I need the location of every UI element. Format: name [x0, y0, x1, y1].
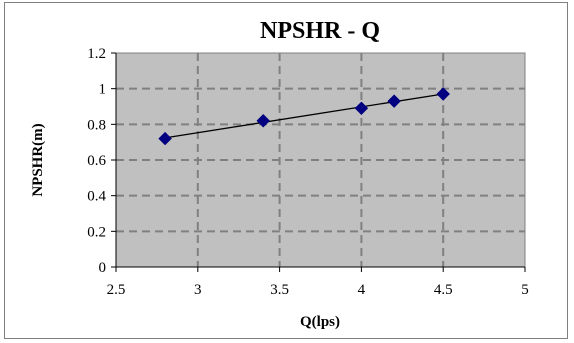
y-tick-label: 1	[99, 82, 107, 98]
y-tick-label: 0.8	[87, 117, 106, 133]
x-axis-title: Q(lps)	[300, 314, 340, 330]
data-point	[354, 101, 369, 115]
data-point	[158, 131, 172, 146]
x-tick-label: 3.5	[270, 282, 289, 298]
grid-lines	[116, 53, 525, 267]
y-tick-label: 0.4	[87, 189, 106, 205]
plot-area	[115, 52, 526, 268]
x-tick-label: 2.5	[107, 282, 126, 298]
x-tick-label: 4	[358, 282, 366, 298]
axes	[111, 52, 526, 272]
npshr-chart: NPSHR - Q 0 0.2 0.4 0.6 0.8 1 1.2 2.5 3 3.5 4 4.5 5…	[30, 18, 529, 330]
y-tick-label: 1.2	[87, 46, 106, 62]
y-tick-label: 0.2	[87, 224, 106, 240]
x-tick-label: 5	[521, 282, 529, 298]
x-tick-label: 3	[194, 282, 202, 298]
data-point	[256, 114, 270, 128]
y-tick-label: 0.6	[87, 153, 106, 169]
x-tick-label: 4.5	[434, 282, 453, 298]
data-markers	[158, 87, 450, 146]
x-tick-labels: 2.5 3 3.5 4 4.5 5	[107, 282, 529, 298]
data-point	[387, 94, 401, 108]
data-point	[436, 87, 450, 101]
y-tick-label: 0	[99, 260, 107, 276]
chart-title: NPSHR - Q	[260, 18, 380, 44]
y-axis-title: NPSHR(m)	[30, 123, 46, 196]
y-tick-labels: 0 0.2 0.4 0.6 0.8 1 1.2	[87, 46, 106, 276]
chart-frame: NPSHR - Q 0 0.2 0.4 0.6 0.8 1 1.2 2.5 3 3.5 4 4.5 5…	[4, 2, 568, 339]
